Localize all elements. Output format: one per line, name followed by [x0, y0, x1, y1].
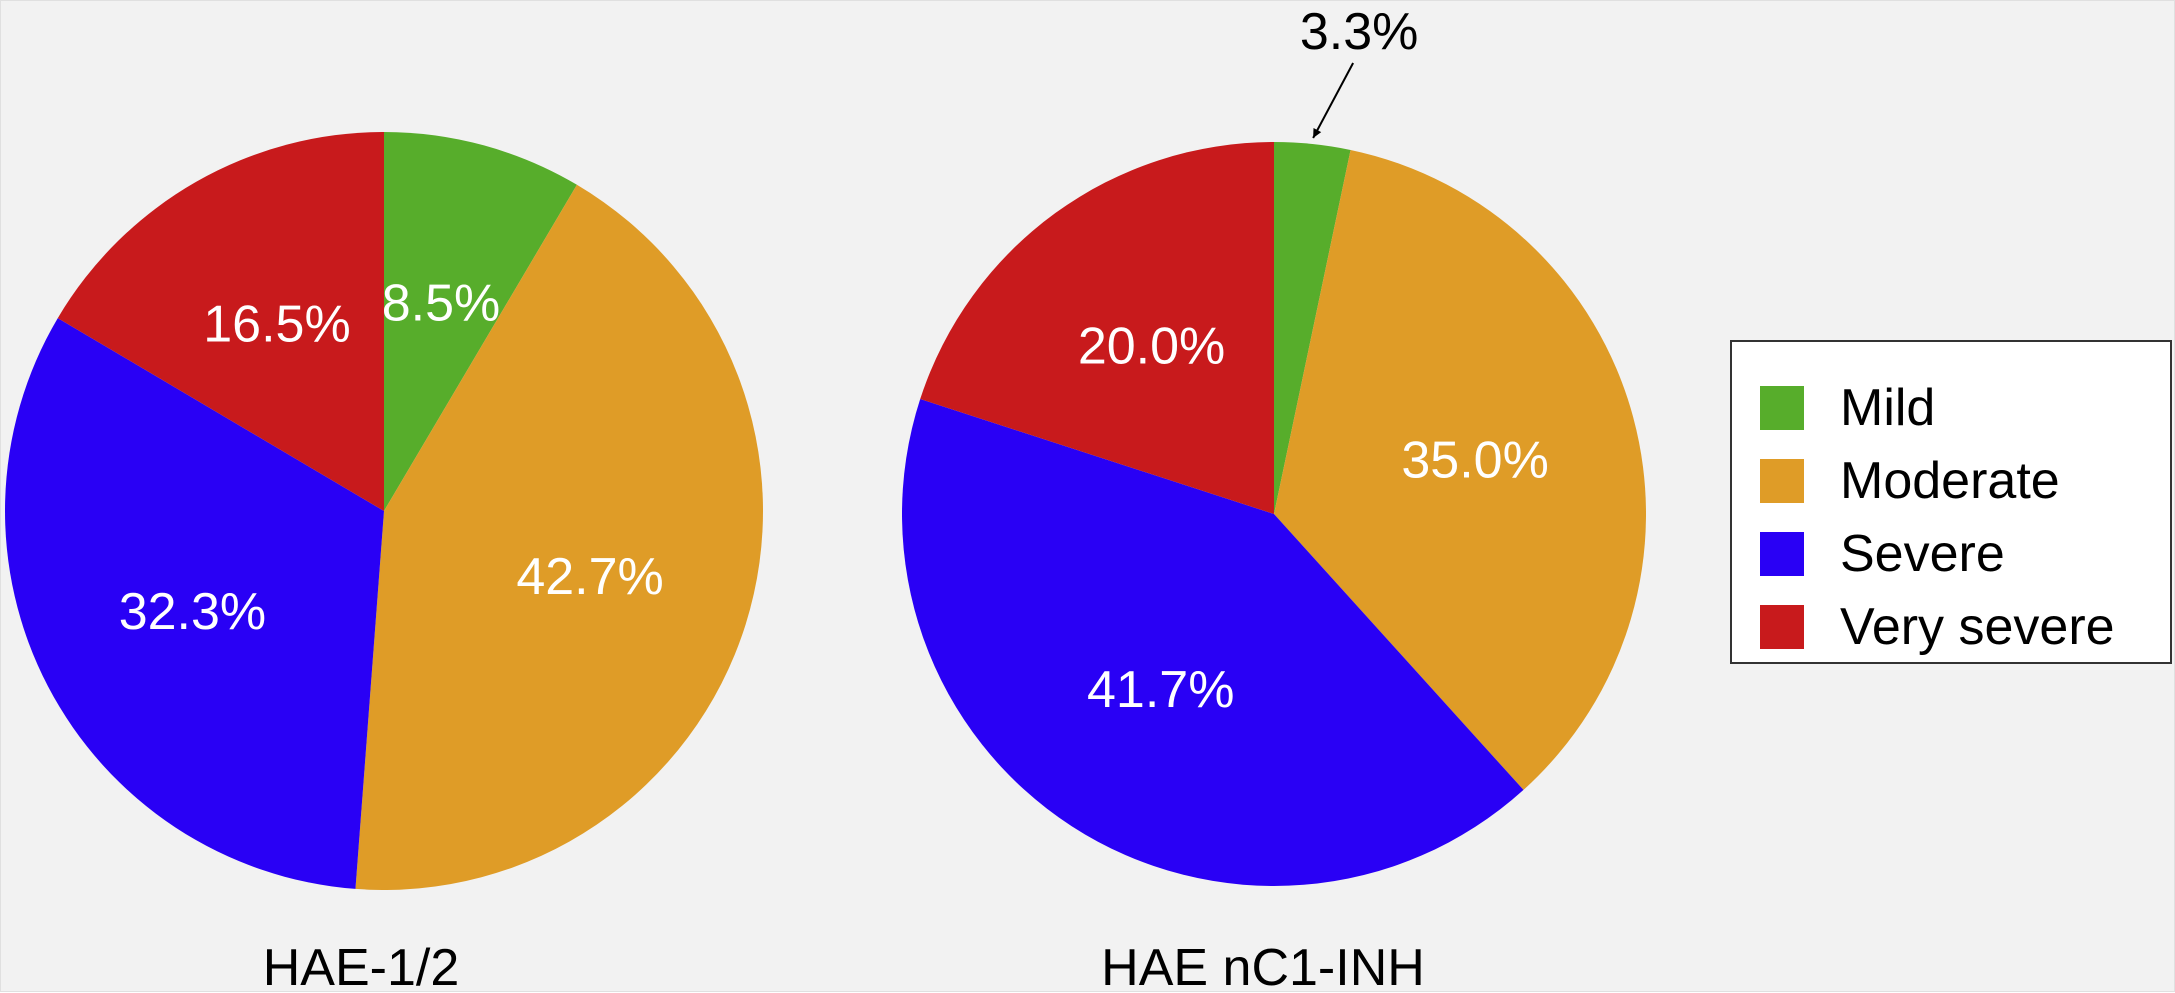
- legend-swatch-very-severe: [1760, 605, 1804, 649]
- pie-slice-very-severe: [57, 132, 384, 511]
- pie-slice-moderate: [1274, 149, 1646, 790]
- legend-label: Moderate: [1840, 452, 2060, 510]
- slice-value-label-mild: 3.3%: [1300, 3, 1419, 61]
- pie-title-hae-1-2: HAE-1/2: [263, 939, 460, 993]
- pie-slice-very-severe: [920, 142, 1274, 514]
- legend-swatch-severe: [1760, 532, 1804, 576]
- leader-line: [1312, 62, 1355, 139]
- legend-item-mild: Mild: [1732, 374, 2170, 446]
- slice-value-label-severe: 32.3%: [119, 583, 266, 641]
- leader-arrowhead: [1313, 128, 1322, 139]
- legend-label: Mild: [1840, 379, 1936, 437]
- slice-value-label-very-severe: 16.5%: [203, 295, 350, 353]
- pie-slice-moderate: [355, 184, 764, 890]
- slice-value-label-very-severe: 20.0%: [1078, 317, 1225, 375]
- legend-swatch-mild: [1760, 386, 1804, 430]
- pie-slice-severe: [4, 318, 385, 889]
- legend-label: Severe: [1840, 525, 2005, 583]
- legend-item-moderate: Moderate: [1732, 447, 2170, 519]
- legend: Mild Moderate Severe Very severe: [1730, 340, 2172, 664]
- legend-item-very-severe: Very severe: [1732, 593, 2170, 665]
- slice-value-label-mild: 8.5%: [382, 275, 501, 333]
- slice-value-label-severe: 41.7%: [1087, 661, 1234, 719]
- legend-swatch-moderate: [1760, 459, 1804, 503]
- pie-slice-severe: [902, 399, 1524, 887]
- pie-chart-hae-1-2: 8.5% 42.7% 32.3% 16.5%: [4, 132, 764, 890]
- pie-chart-hae-nc1-inh: 3.3% 35.0% 41.7% 20.0%: [902, 3, 1646, 887]
- legend-item-severe: Severe: [1732, 520, 2170, 592]
- pie-slice-mild: [1274, 142, 1351, 514]
- slice-value-label-moderate: 35.0%: [1401, 432, 1548, 490]
- pie-title-hae-nc1-inh: HAE nC1-INH: [1101, 939, 1425, 993]
- legend-label: Very severe: [1840, 598, 2115, 656]
- slice-value-label-moderate: 42.7%: [516, 548, 663, 606]
- pie-slice-mild: [384, 132, 577, 511]
